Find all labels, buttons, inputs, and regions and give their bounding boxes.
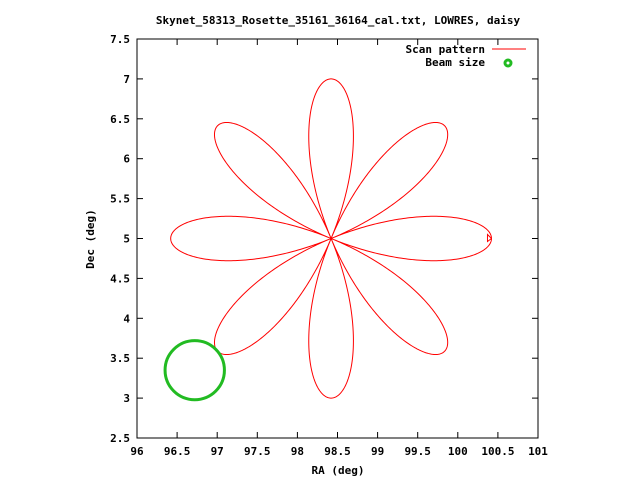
plot-axes: 96 96.5 97 97.5 98 98.5 99 99.5 100 100.5 101 2.5 3 3… <box>110 33 548 458</box>
x-tick-label: 96.5 <box>164 445 191 458</box>
y-tick-label: 7.5 <box>110 33 130 46</box>
plot-frame <box>136 38 539 439</box>
x-tick-label: 96 <box>130 445 144 458</box>
beam-size-circle <box>163 339 226 402</box>
x-axis-label: RA (deg) <box>312 464 365 477</box>
series-layer <box>163 78 492 402</box>
y-tick-label: 4 <box>123 312 130 325</box>
x-tick-label: 98 <box>291 445 304 458</box>
y-tick-label: 5.5 <box>110 193 130 206</box>
y-tick-label: 2.5 <box>110 432 130 445</box>
y-tick-label: 6.5 <box>110 113 130 126</box>
legend-label-scan-pattern: Scan pattern <box>406 43 485 56</box>
x-tick-label: 100.5 <box>481 445 514 458</box>
legend: Scan pattern Beam size <box>406 43 526 69</box>
y-tick-label: 7 <box>123 73 130 86</box>
x-tick-label: 100 <box>448 445 468 458</box>
y-tick-label: 3.5 <box>110 352 130 365</box>
y-tick-label: 6 <box>123 153 130 166</box>
scan-pattern-line <box>170 78 492 399</box>
y-tick-label: 3 <box>123 392 130 405</box>
x-tick-label: 97.5 <box>244 445 271 458</box>
y-tick-label: 4.5 <box>110 272 130 285</box>
y-axis-label: Dec (deg) <box>84 209 97 269</box>
legend-swatch-beam-size <box>503 58 513 68</box>
x-tick-label: 97 <box>211 445 224 458</box>
x-tick-label: 101 <box>528 445 548 458</box>
legend-label-beam-size: Beam size <box>425 56 485 69</box>
x-tick-label: 99 <box>371 445 384 458</box>
x-tick-label: 98.5 <box>324 445 351 458</box>
scan-start-hook <box>486 233 492 243</box>
chart-title: Skynet_58313_Rosette_35161_36164_cal.txt… <box>156 14 521 27</box>
x-tick-label: 99.5 <box>404 445 431 458</box>
y-tick-label: 5 <box>123 233 130 246</box>
